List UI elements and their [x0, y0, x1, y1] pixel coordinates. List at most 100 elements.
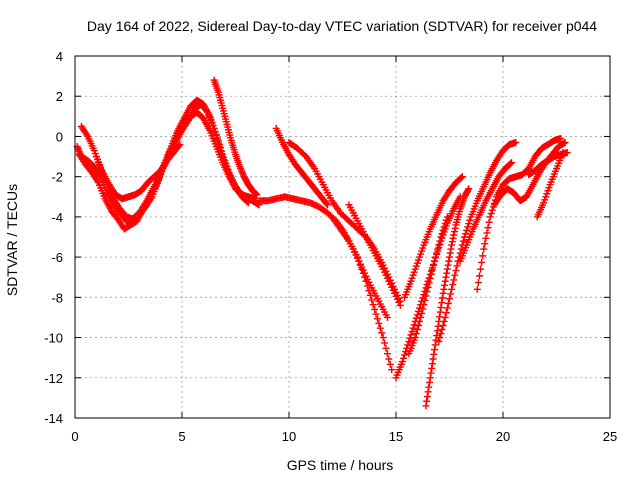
data-point-plus [423, 233, 431, 241]
data-point-plus [376, 324, 384, 332]
data-point-plus [365, 287, 373, 295]
data-point-plus [452, 267, 460, 275]
data-point-plus [425, 228, 433, 236]
data-point-plus [221, 112, 229, 120]
data-point-plus [459, 249, 467, 257]
data-point-plus [366, 291, 374, 299]
data-point-plus [395, 366, 403, 374]
data-point-plus [408, 274, 416, 282]
data-point-plus [95, 179, 103, 187]
plot-frame [74, 55, 611, 419]
data-point-plus [547, 178, 555, 186]
data-series [405, 213, 451, 358]
x-tick-label: 10 [282, 429, 296, 444]
data-point-plus [555, 159, 563, 167]
data-point-plus [453, 216, 461, 224]
data-point-plus [416, 317, 424, 325]
data-point-plus [220, 110, 228, 118]
data-point-plus [221, 157, 229, 165]
data-point-plus [409, 339, 417, 347]
data-point-plus [443, 269, 451, 277]
plot-background [75, 56, 610, 418]
data-point-plus [465, 236, 473, 244]
data-point-plus [453, 218, 461, 226]
data-point-plus [358, 265, 366, 273]
data-point-plus [437, 303, 445, 311]
data-point-plus [206, 126, 214, 134]
data-point-plus [488, 206, 496, 214]
data-point-plus [394, 368, 402, 376]
data-point-plus [441, 277, 449, 285]
data-point-plus [409, 324, 417, 332]
data-point-plus [90, 147, 98, 155]
data-point-plus [211, 127, 219, 135]
data-point-plus [480, 245, 488, 253]
data-point-plus [223, 120, 231, 128]
data-point-plus [436, 237, 444, 245]
data-point-plus [449, 281, 457, 289]
data-point-plus [448, 285, 456, 293]
data-point-plus [447, 245, 455, 253]
data-point-plus [454, 213, 462, 221]
data-point-plus [421, 296, 429, 304]
data-point-plus [362, 277, 370, 285]
data-point-plus [448, 238, 456, 246]
data-point-plus [423, 397, 431, 405]
data-point-plus [559, 149, 567, 157]
data-point-plus [408, 342, 416, 350]
data-point-plus [436, 313, 444, 321]
data-point-plus [407, 277, 415, 285]
y-tick-label: 2 [56, 89, 63, 104]
data-point-plus [383, 313, 391, 321]
data-series [473, 134, 565, 293]
data-point-plus [422, 292, 430, 300]
data-point-plus [425, 383, 433, 391]
data-point-plus [436, 308, 444, 316]
data-point-plus [434, 245, 442, 253]
data-point-plus [244, 199, 252, 207]
data-point-plus [442, 309, 450, 317]
data-point-plus [486, 213, 494, 221]
data-point-plus [217, 144, 225, 152]
data-point-plus [443, 265, 451, 273]
data-point-plus [422, 236, 430, 244]
data-point-plus [411, 265, 419, 273]
data-point-plus [371, 305, 379, 313]
data-point-plus [442, 273, 450, 281]
data-point-plus [361, 273, 369, 281]
chart-title: Day 164 of 2022, Sidereal Day-to-day VTE… [87, 18, 597, 34]
data-point-plus [471, 202, 479, 210]
data-point-plus [418, 309, 426, 317]
data-point-plus [420, 301, 428, 309]
data-point-plus [424, 388, 432, 396]
data-point-plus [396, 363, 404, 371]
data-point-plus [222, 118, 230, 126]
data-point-plus [419, 244, 427, 252]
data-point-plus [176, 140, 184, 148]
data-point-plus [219, 107, 227, 115]
data-point-plus [356, 261, 364, 269]
data-point-plus [409, 271, 417, 279]
data-point-plus [97, 184, 105, 192]
data-point-plus [440, 317, 448, 325]
data-point-plus [459, 237, 467, 245]
data-point-plus [386, 360, 394, 368]
data-point-plus [398, 358, 406, 366]
data-series [328, 213, 396, 374]
data-point-plus [207, 129, 215, 137]
data-point-plus [375, 319, 383, 327]
data-point-plus [423, 288, 431, 296]
data-point-plus [550, 170, 558, 178]
data-point-plus [406, 347, 414, 355]
y-tick-label: -4 [51, 210, 63, 225]
data-point-plus [435, 241, 443, 249]
data-point-plus [209, 121, 217, 129]
data-point-plus [481, 240, 489, 248]
data-point-plus [556, 157, 564, 165]
data-point-plus [406, 280, 414, 288]
data-point-plus [218, 102, 226, 110]
data-point-plus [427, 270, 435, 278]
data-point-plus [426, 378, 434, 386]
y-tick-label: -12 [44, 371, 63, 386]
